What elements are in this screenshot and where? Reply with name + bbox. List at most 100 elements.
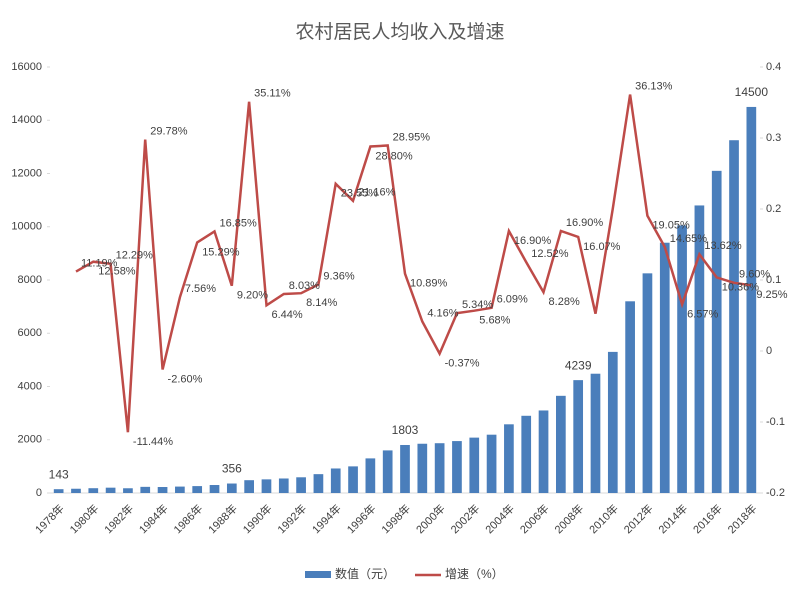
bar bbox=[313, 474, 324, 493]
line-label: 12.58% bbox=[98, 266, 136, 278]
line-label: 11.19% bbox=[81, 257, 118, 269]
bar bbox=[469, 437, 480, 493]
line-label: 36.13% bbox=[635, 80, 673, 92]
line-label: 8.14% bbox=[306, 297, 337, 309]
line-label: 5.34% bbox=[462, 299, 493, 311]
bar bbox=[538, 410, 549, 493]
line-label: 8.03% bbox=[289, 280, 320, 292]
bar bbox=[417, 443, 428, 493]
line-label: 12.52% bbox=[531, 248, 569, 260]
line-label: 4.16% bbox=[427, 307, 458, 319]
bar bbox=[400, 444, 410, 493]
line-label: 16.07% bbox=[583, 241, 621, 253]
x-tick-label: 2018年 bbox=[725, 501, 760, 536]
bar-label: 4239 bbox=[565, 358, 592, 372]
bar bbox=[278, 478, 289, 493]
line-label: 29.78% bbox=[150, 125, 188, 137]
x-tick-label: 1992年 bbox=[274, 501, 309, 536]
line-label: 12.29% bbox=[116, 250, 154, 262]
line-label: -0.37% bbox=[445, 358, 480, 370]
bar bbox=[694, 205, 705, 493]
line-label: 16.90% bbox=[514, 235, 552, 247]
line-label: 10.89% bbox=[410, 278, 448, 290]
bar-label: 14500 bbox=[735, 85, 769, 99]
bar bbox=[157, 487, 168, 493]
x-tick-label: 1998年 bbox=[378, 501, 413, 536]
y2-tick-label: -0.2 bbox=[766, 487, 785, 499]
bar bbox=[261, 479, 272, 493]
line-label: 14.65% bbox=[670, 233, 708, 245]
x-tick-label: 1980年 bbox=[66, 501, 101, 536]
line-label: 9.36% bbox=[323, 270, 354, 282]
y2-tick-label: 0.1 bbox=[766, 274, 781, 286]
y2-tick-label: -0.1 bbox=[766, 416, 785, 428]
y-tick-label: 8000 bbox=[18, 274, 42, 286]
x-tick-label: 2008年 bbox=[551, 501, 586, 536]
legend-label: 增速（%） bbox=[445, 567, 504, 581]
line-label: 9.60% bbox=[739, 269, 770, 281]
line-label: 15.29% bbox=[202, 246, 240, 258]
bar bbox=[434, 443, 445, 493]
bar bbox=[365, 458, 376, 493]
x-tick-label: 2010年 bbox=[586, 501, 621, 536]
bar bbox=[642, 273, 653, 493]
x-tick-label: 1978年 bbox=[32, 501, 67, 536]
y-tick-label: 10000 bbox=[11, 221, 42, 233]
line-label: 6.57% bbox=[687, 308, 718, 320]
bar bbox=[607, 351, 618, 493]
line-label: 9.20% bbox=[237, 290, 268, 302]
bar bbox=[140, 486, 151, 493]
x-tick-label: 1984年 bbox=[136, 501, 171, 536]
line-label: 16.90% bbox=[566, 217, 604, 229]
bar bbox=[382, 450, 393, 493]
y-tick-label: 0 bbox=[36, 487, 42, 499]
x-tick-label: 1996年 bbox=[344, 501, 379, 536]
bar bbox=[746, 106, 757, 493]
y2-tick-label: 0 bbox=[766, 345, 772, 357]
line-label: 13.62% bbox=[704, 240, 742, 252]
bar bbox=[348, 466, 358, 493]
line-label: 21.16% bbox=[358, 187, 396, 199]
line-label: 7.56% bbox=[185, 283, 216, 295]
line-label: 5.68% bbox=[479, 315, 510, 327]
line-label: 28.80% bbox=[375, 150, 413, 162]
bar bbox=[486, 434, 497, 493]
bar bbox=[677, 225, 687, 493]
x-tick-label: 2012年 bbox=[621, 501, 656, 536]
chart-title: 农村居民人均收入及增速 bbox=[295, 21, 504, 43]
y-tick-label: 16000 bbox=[11, 61, 42, 73]
line-label: 28.95% bbox=[393, 131, 431, 143]
x-tick-label: 1994年 bbox=[309, 501, 344, 536]
bar-label: 143 bbox=[49, 467, 69, 481]
y2-tick-label: 0.3 bbox=[766, 132, 781, 144]
bar bbox=[625, 301, 635, 493]
x-tick-label: 2014年 bbox=[655, 501, 690, 536]
bar bbox=[659, 242, 670, 493]
bar bbox=[123, 488, 133, 493]
bar bbox=[71, 488, 81, 493]
x-tick-label: 1986年 bbox=[170, 501, 205, 536]
line-label: 9.25% bbox=[756, 289, 787, 301]
bar bbox=[209, 485, 220, 493]
x-tick-label: 2016年 bbox=[690, 501, 725, 536]
bar bbox=[88, 488, 99, 493]
bar bbox=[573, 380, 584, 493]
y-tick-label: 4000 bbox=[18, 380, 42, 392]
legend-label: 数值（元） bbox=[335, 566, 395, 581]
x-tick-label: 1990年 bbox=[240, 501, 275, 536]
x-tick-label: 2004年 bbox=[482, 501, 517, 536]
line-label: 10.36% bbox=[722, 281, 760, 293]
x-tick-label: 2006年 bbox=[517, 501, 552, 536]
bar bbox=[521, 415, 532, 493]
bar bbox=[244, 480, 254, 493]
y-tick-label: 6000 bbox=[18, 327, 42, 339]
bar bbox=[729, 140, 739, 493]
line-label: -11.44% bbox=[133, 436, 173, 448]
bar bbox=[53, 489, 64, 493]
bar bbox=[504, 424, 514, 493]
line-label: 6.09% bbox=[497, 294, 528, 306]
bar bbox=[226, 483, 237, 493]
bar bbox=[105, 487, 116, 493]
bar bbox=[452, 441, 462, 493]
